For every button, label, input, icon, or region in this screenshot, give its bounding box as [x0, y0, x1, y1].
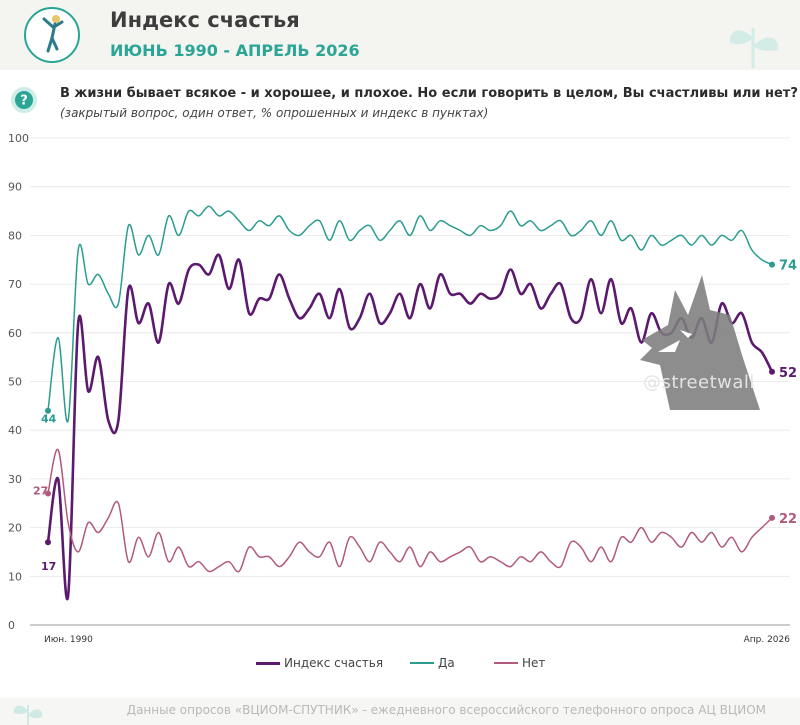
legend-item-no: Нет	[494, 656, 545, 670]
series-end-point	[769, 261, 775, 268]
series-end-point	[769, 368, 775, 375]
legend-swatch-yes	[410, 662, 434, 664]
chart-legend: Индекс счастья Да Нет	[0, 656, 800, 680]
y-tick-label: 10	[8, 570, 22, 583]
wolf-watermark-icon	[640, 275, 760, 410]
y-tick-label: 0	[8, 619, 15, 632]
series-start-label: 27	[33, 485, 48, 498]
jumping-person-icon	[24, 7, 80, 63]
y-tick-layer: 0 10 20 30 40 50 60 70 80 90 100 Июн. 1990 Апр. 2026	[8, 132, 790, 645]
leaf-decoration-icon	[729, 28, 779, 68]
footer: Данные опросов «ВЦИОМ-СПУТНИК» - ежеднев…	[0, 698, 800, 725]
series-end-label: 74	[779, 259, 797, 274]
legend-label-index: Индекс счастья	[284, 656, 384, 670]
y-tick-label: 60	[8, 327, 22, 340]
legend-label-yes: Да	[438, 656, 455, 670]
data-label-layer: 17 52 44 74 27 22	[33, 259, 797, 574]
series-start-point	[45, 490, 51, 497]
question-mark-icon: ?	[11, 87, 37, 113]
y-tick-label: 30	[8, 473, 22, 486]
page-title: Индекс счастья	[110, 8, 300, 32]
page-subtitle: ИЮНЬ 1990 - АПРЕЛЬ 2026	[110, 41, 360, 60]
footer-source-text: Данные опросов «ВЦИОМ-СПУТНИК» - ежеднев…	[126, 703, 766, 717]
series-line-1	[47, 205, 773, 423]
legend-label-no: Нет	[522, 656, 546, 670]
series-line-2	[47, 448, 773, 573]
legend-item-index: Индекс счастья	[256, 656, 383, 670]
series-end-label: 52	[779, 366, 797, 381]
y-tick-label: 80	[8, 229, 22, 242]
series-layer	[45, 205, 775, 601]
svg-text:?: ?	[20, 94, 28, 109]
series-start-point	[45, 539, 51, 546]
series-start-label: 17	[41, 560, 56, 573]
legend-item-yes: Да	[410, 656, 455, 670]
header: Индекс счастья ИЮНЬ 1990 - АПРЕЛЬ 2026	[0, 0, 800, 70]
legend-swatch-no	[494, 662, 518, 664]
series-end-label: 22	[779, 512, 797, 527]
y-tick-label: 40	[8, 424, 22, 437]
x-start-label: Июн. 1990	[44, 635, 93, 645]
watermark-text: @streetwall	[643, 372, 755, 393]
series-start-label: 44	[41, 413, 57, 426]
y-tick-label: 20	[8, 522, 22, 535]
leaf-icon	[13, 705, 43, 725]
x-end-label: Апр. 2026	[744, 635, 791, 645]
happiness-index-chart: 0 10 20 30 40 50 60 70 80 90 100 Июн. 1990 Апр. 2026…	[8, 132, 797, 645]
series-end-point	[769, 514, 775, 521]
y-tick-label: 90	[8, 181, 22, 194]
survey-question: В жизни бывает всякое - и хорошее, и пло…	[60, 86, 798, 101]
series-line-0	[46, 253, 774, 601]
survey-question-note: (закрытый вопрос, один ответ, % опрошенн…	[60, 106, 489, 120]
legend-swatch-index	[256, 661, 280, 665]
y-tick-label: 100	[8, 132, 29, 145]
series-start-point	[45, 407, 51, 414]
y-tick-label: 50	[8, 376, 22, 389]
y-tick-label: 70	[8, 278, 22, 291]
